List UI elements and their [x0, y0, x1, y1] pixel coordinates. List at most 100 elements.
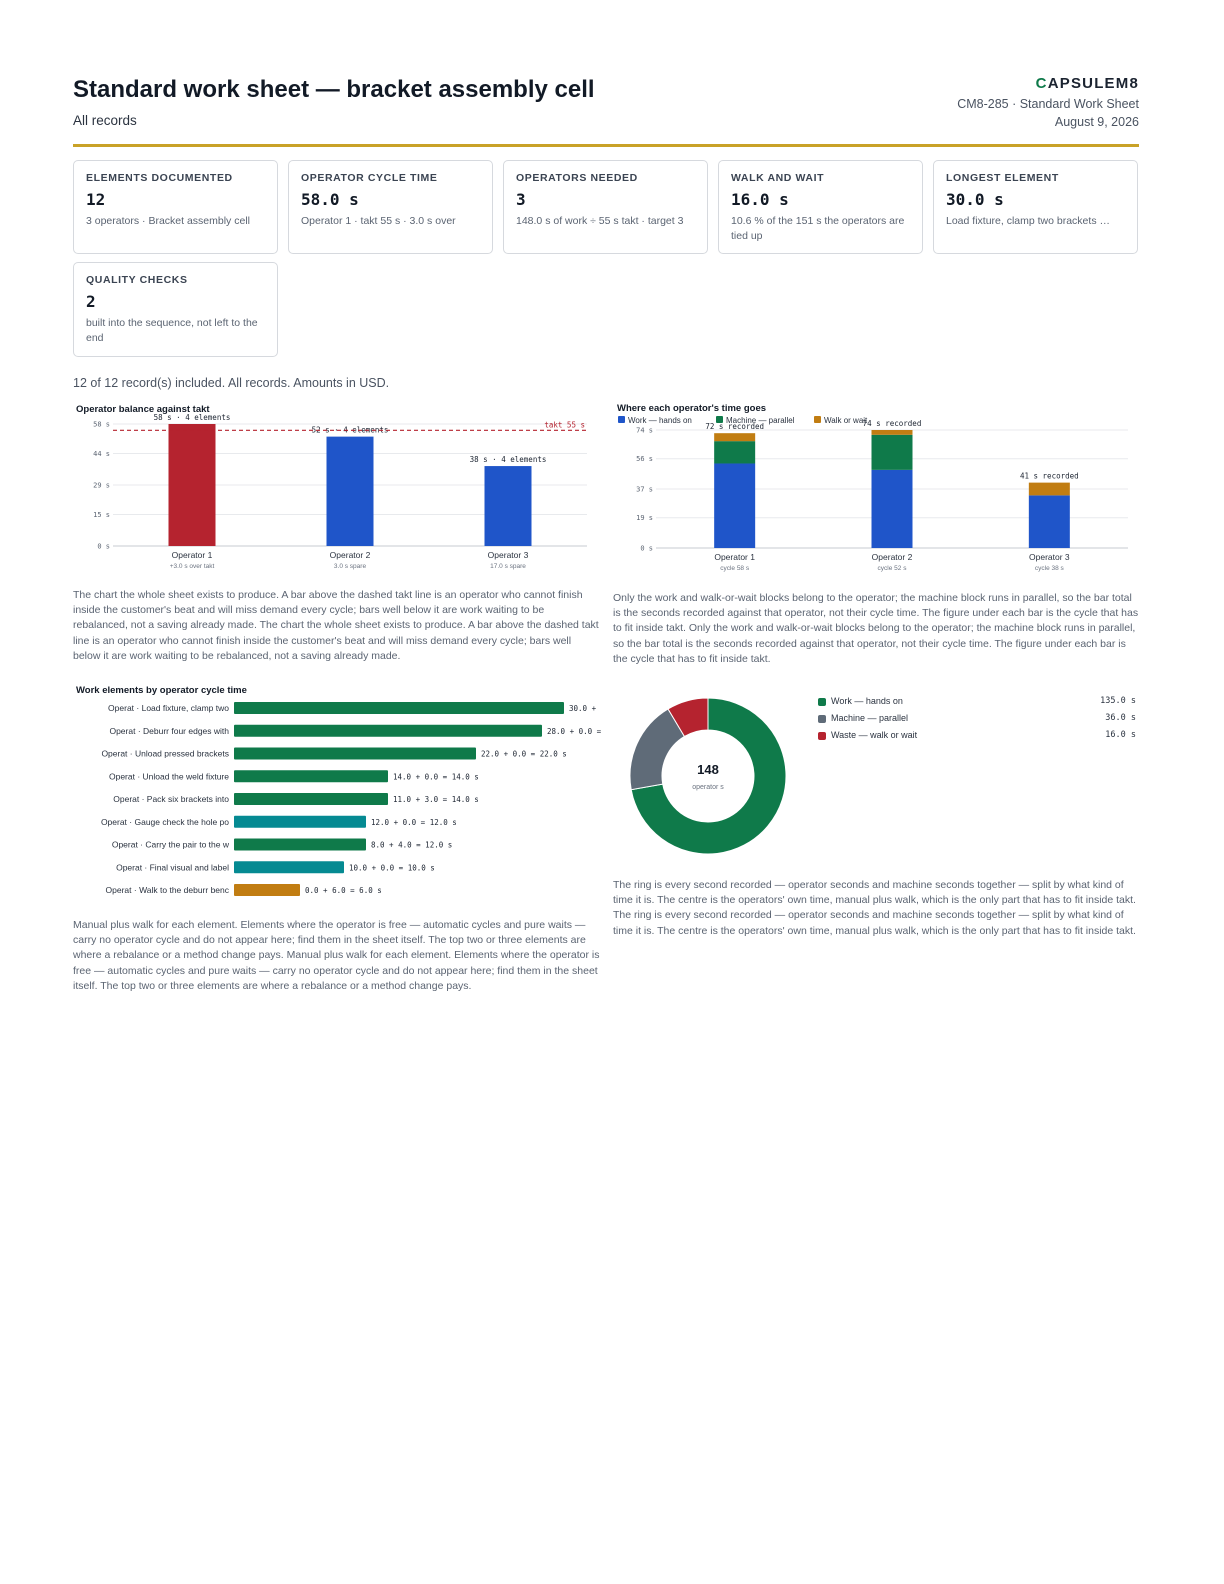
y-tick-label: 58 s — [93, 421, 110, 429]
legend-swatch — [818, 698, 826, 706]
stacked-chart-note: Only the work and walk-or-wait blocks be… — [613, 592, 1139, 665]
element-label: Operat · Carry the pair to the w — [112, 840, 230, 850]
stack-segment-3 — [1028, 482, 1070, 496]
element-label: Operat · Gauge check the hole po — [101, 817, 229, 827]
legend-value: 135.0 s — [1100, 696, 1136, 706]
element-bar — [234, 770, 388, 783]
ring-legend-machine: Machine — parallel 36.0 s — [818, 713, 1138, 729]
brand-name: APSULEM8 — [1047, 75, 1139, 92]
y-tick-label: 37 s — [636, 486, 653, 494]
kpi-value: 58.0 s — [301, 190, 359, 209]
x-category-label: Operator 1 — [172, 550, 213, 560]
records-summary: 12 of 12 record(s) included. All records… — [73, 376, 390, 390]
kpi-label: Quality checks — [86, 274, 188, 286]
element-bar — [234, 838, 366, 851]
ring-legend-work: Work — hands on 135.0 s — [818, 696, 1138, 712]
elements-chart-note: Manual plus walk for each element. Eleme… — [73, 919, 600, 992]
legend-label: Walk or wait — [824, 416, 868, 425]
bar-data-label: 52 s · 4 elements — [312, 426, 389, 435]
x-category-label: Operator 2 — [872, 552, 913, 562]
legend-value: 36.0 s — [1105, 713, 1136, 723]
ring-center-value: 148 — [697, 762, 719, 777]
legend-label: Waste — walk or wait — [831, 730, 918, 740]
work-elements-chart: Work elements by operator cycle time Ope… — [76, 685, 601, 896]
kpi-card-quality-checks: Quality checks 2 built into the sequence… — [73, 262, 278, 357]
operator-balance-chart: Operator balance against takt 0 s 15 s 29 … — [76, 404, 587, 570]
bar-1 — [168, 424, 216, 546]
bar-data-label: 38 s · 4 elements — [470, 455, 547, 464]
x-category-sublabel: 17.0 s spare — [490, 563, 526, 570]
x-category-sublabel: cycle 58 s — [720, 565, 750, 572]
bar-data-label: 58 s · 4 elements — [154, 413, 231, 422]
page-subtitle: All records — [73, 113, 137, 128]
legend-label: Machine — parallel — [726, 416, 795, 425]
brand-logo: CAPSULEM8 — [1036, 75, 1139, 92]
bar-data-label: 41 s recorded — [1020, 472, 1079, 481]
y-tick-label: 44 s — [93, 450, 110, 458]
legend-label: Work — hands on — [831, 696, 903, 706]
kpi-card-walk-wait: Walk and wait 16.0 s 10.6 % of the 151 s… — [718, 160, 923, 254]
element-data-label: 30.0 + 0.0 = 30.0 s — [569, 704, 601, 713]
element-bar — [234, 884, 300, 896]
element-data-label: 8.0 + 4.0 = 12.0 s — [371, 841, 452, 850]
legend-swatch — [716, 416, 723, 423]
y-tick-label: 56 s — [636, 455, 653, 463]
kpi-value: 30.0 s — [946, 190, 1004, 209]
legend-label: Work — hands on — [628, 416, 692, 425]
element-data-label: 14.0 + 0.0 = 14.0 s — [393, 772, 479, 781]
kpi-note: built into the sequence, not left to the… — [86, 317, 258, 344]
element-label: Operat · Unload the weld fixture — [109, 771, 229, 781]
element-data-label: 22.0 + 0.0 = 22.0 s — [481, 750, 567, 759]
x-category-sublabel: cycle 52 s — [878, 565, 908, 572]
y-tick-label: 29 s — [93, 482, 110, 490]
element-bar — [234, 815, 366, 828]
y-tick-label: 0 s — [640, 545, 653, 553]
element-bar — [234, 793, 388, 805]
stack-segment-3 — [871, 430, 913, 435]
kpi-label: Operators needed — [516, 172, 638, 184]
kpi-label: Longest element — [946, 172, 1059, 184]
bar-2 — [326, 436, 374, 546]
x-category-label: Operator 2 — [330, 550, 371, 560]
x-category-sublabel: cycle 38 s — [1035, 565, 1065, 572]
stack-segment-1 — [871, 469, 913, 548]
kpi-note: Operator 1 · takt 55 s · 3.0 s over — [301, 215, 456, 227]
ring-slice-1 — [630, 697, 787, 855]
chart-title: Operator balance against takt — [76, 404, 210, 415]
legend-label: Machine — parallel — [831, 713, 909, 723]
element-label: Operat · Pack six brackets into — [113, 794, 229, 804]
stack-segment-1 — [714, 463, 756, 548]
balance-chart-note: The chart the whole sheet exists to prod… — [73, 589, 599, 662]
element-data-label: 12.0 + 0.0 = 12.0 s — [371, 818, 457, 827]
ring-legend-waste: Waste — walk or wait 16.0 s — [818, 730, 1138, 746]
element-label: Operat · Deburr four edges with — [109, 726, 229, 736]
document-id: CM8-285 · Standard Work Sheet — [957, 97, 1139, 111]
kpi-label: Operator cycle time — [301, 172, 438, 184]
element-bar — [234, 724, 542, 737]
kpi-value: 3 — [516, 190, 526, 209]
kpi-label: Elements documented — [86, 172, 233, 184]
time-ring-chart: 148 operator s — [629, 697, 787, 855]
element-data-label: 0.0 + 6.0 = 6.0 s — [305, 886, 382, 895]
brand-mark: C — [1035, 75, 1048, 92]
kpi-note: 148.0 s of work ÷ 55 s takt · target 3 — [516, 215, 684, 227]
stack-segment-3 — [714, 433, 756, 442]
kpi-card-longest-element: Longest element 30.0 s Load fixture, cla… — [933, 160, 1138, 254]
stack-segment-2 — [871, 434, 913, 470]
bar-data-label: 74 s recorded — [863, 419, 922, 428]
kpi-value: 16.0 s — [731, 190, 789, 209]
kpi-value: 12 — [86, 190, 106, 209]
element-bar — [234, 702, 564, 714]
chart-title: Where each operator's time goes — [617, 403, 766, 414]
element-label: Operat · Load fixture, clamp two — [108, 703, 229, 713]
ring-center-label: operator s — [692, 784, 724, 791]
kpi-card-operators: Operators needed 3 148.0 s of work ÷ 55 … — [503, 160, 708, 254]
ring-chart-note: The ring is every second recorded — oper… — [613, 879, 1136, 937]
legend-swatch — [818, 715, 826, 723]
x-category-label: Operator 1 — [714, 552, 755, 562]
kpi-card-elements: Elements documented 12 3 operators · Bra… — [73, 160, 278, 254]
y-tick-label: 15 s — [93, 511, 110, 519]
legend-swatch — [814, 416, 821, 423]
operator-time-split-chart: Where each operator's time goes Work — h… — [617, 403, 1128, 572]
stack-segment-2 — [714, 441, 756, 464]
